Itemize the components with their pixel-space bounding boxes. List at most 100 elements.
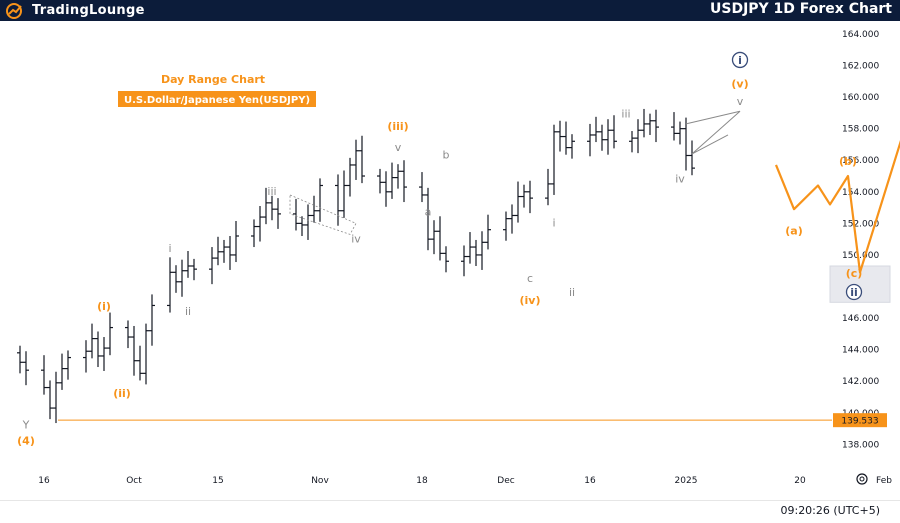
ohlc-bar	[137, 345, 143, 381]
subtitle-box	[118, 91, 316, 107]
wave-label-circle	[731, 51, 749, 69]
wave-label: (v)	[731, 78, 748, 91]
ohlc-bar	[635, 119, 641, 154]
ohlc-bar	[215, 236, 221, 266]
wave-label: ii	[850, 286, 858, 299]
ohlc-bar	[515, 181, 521, 223]
ohlc-bar	[173, 265, 179, 293]
ohlc-bar	[605, 119, 611, 155]
y-tick-label: 142.000	[842, 377, 879, 387]
ohlc-bar	[293, 198, 299, 231]
ohlc-bar	[269, 195, 275, 221]
brand-logo: TradingLounge	[6, 1, 145, 20]
ohlc-bar	[149, 294, 155, 346]
y-tick-label: 144.000	[842, 346, 879, 356]
ohlc-bar	[569, 134, 575, 159]
pattern-triangle	[685, 110, 741, 155]
chart-title: USDJPY 1D Forex Chart	[710, 1, 892, 17]
clock-readout: 09:20:26 (UTC+5)	[780, 504, 880, 517]
ohlc-bar	[395, 164, 401, 189]
x-tick-label: 16	[38, 476, 50, 486]
price-line-label: 139.533	[841, 417, 878, 427]
subtitle-line2: U.S.Dollar/Japanese Yen(USDJPY)	[124, 95, 310, 106]
footer-bar: 09:20:26 (UTC+5)	[0, 500, 900, 523]
y-tick-label: 158.000	[842, 125, 879, 135]
ohlc-bar	[191, 258, 197, 281]
ohlc-bar	[521, 184, 527, 208]
header-bar: TradingLounge USDJPY 1D Forex Chart	[0, 0, 900, 21]
wave-label: iv	[675, 172, 685, 185]
wave-label: a	[425, 205, 432, 218]
gear-icon-hub	[859, 476, 865, 482]
y-tick-label: 146.000	[842, 314, 879, 324]
ohlc-bar	[377, 168, 383, 194]
ohlc-bar	[359, 135, 365, 184]
y-tick-label: 150.000	[842, 251, 879, 261]
y-tick-label: 164.000	[842, 30, 879, 40]
wave-label: (ii)	[113, 387, 131, 400]
x-tick-label: 15	[212, 476, 223, 486]
ohlc-bar	[65, 350, 71, 380]
wave-label: v	[737, 95, 744, 108]
subtitle-line1: Day Range Chart	[161, 73, 265, 86]
x-tick-label: Nov	[311, 476, 329, 486]
ohlc-bar	[425, 187, 431, 251]
ohlc-bar	[47, 380, 53, 420]
wave-label: c	[527, 272, 533, 285]
ohlc-bar	[41, 355, 47, 395]
wave-label: (a)	[785, 224, 802, 237]
ohlc-bar	[311, 195, 317, 223]
wave-label: i	[738, 54, 742, 67]
ohlc-bar	[233, 221, 239, 263]
ohlc-bar	[107, 312, 113, 356]
ohlc-bar	[389, 162, 395, 199]
ohlc-bar	[671, 112, 677, 141]
ohlc-bar	[503, 211, 509, 241]
ohlc-bar	[593, 116, 599, 143]
wave-label: b	[443, 149, 450, 162]
ohlc-bar	[527, 180, 533, 214]
y-tick-label: 160.000	[842, 93, 879, 103]
ohlc-bar	[83, 340, 89, 373]
ohlc-bar	[131, 325, 137, 376]
ohlc-bar	[227, 236, 233, 270]
y-tick-label: 154.000	[842, 188, 879, 198]
ohlc-bar	[509, 204, 515, 234]
ohlc-bar	[689, 140, 695, 176]
ohlc-bar	[89, 323, 95, 359]
ohlc-bar	[23, 351, 29, 386]
ohlc-bar	[221, 239, 227, 263]
price-chart[interactable]: 138.000140.000142.000144.000146.000148.0…	[0, 21, 900, 500]
ohlc-bar	[101, 337, 107, 371]
ohlc-bar	[677, 121, 683, 145]
ohlc-bar	[401, 160, 407, 203]
x-tick-label: 18	[416, 476, 428, 486]
ohlc-bar	[461, 245, 467, 277]
x-tick-label: Oct	[126, 476, 142, 486]
pattern-channel	[289, 194, 357, 235]
ohlc-bar	[53, 371, 59, 424]
ohlc-bar	[587, 123, 593, 157]
wave-label: (i)	[97, 300, 111, 313]
ohlc-bar	[431, 220, 437, 255]
ohlc-bar	[17, 345, 23, 374]
wave-label: ii	[185, 305, 191, 318]
ohlc-bar	[629, 131, 635, 153]
ohlc-bar	[443, 246, 449, 273]
ohlc-bar	[263, 187, 269, 225]
projection-path	[774, 139, 900, 274]
ohlc-bar	[683, 117, 689, 171]
ohlc-bar	[647, 113, 653, 135]
ohlc-bar	[611, 115, 617, 149]
wave-label: i	[168, 242, 171, 255]
ohlc-bar	[545, 168, 551, 206]
ohlc-bar	[551, 124, 557, 195]
ohlc-bar	[275, 198, 281, 229]
ohlc-bar	[305, 204, 311, 240]
wave-label: (b)	[839, 155, 857, 168]
ohlc-bar	[353, 139, 359, 180]
price-line-tag	[833, 413, 887, 428]
wave-label: i	[552, 217, 555, 230]
ohlc-bar	[641, 108, 647, 138]
ohlc-bar	[185, 250, 191, 278]
